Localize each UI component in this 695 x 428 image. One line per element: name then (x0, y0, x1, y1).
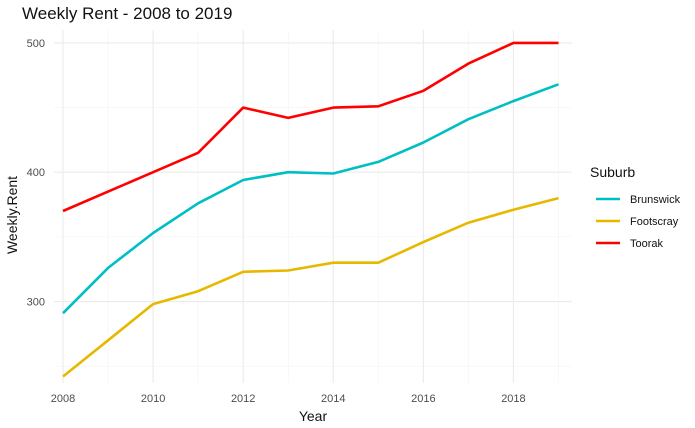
series-line-toorak (62, 41, 559, 213)
major-gridlines (54, 30, 572, 383)
series-line-brunswick (62, 83, 559, 315)
x-tick-label: 2008 (51, 393, 75, 405)
x-axis-title: Year (299, 408, 328, 424)
legend-label-brunswick: Brunswick (630, 194, 681, 206)
x-tick-label: 2010 (141, 393, 165, 405)
y-tick-label: 500 (27, 38, 45, 50)
y-axis-ticks: 300 400 500 (27, 38, 45, 309)
legend-title: Suburb (590, 164, 635, 180)
x-tick-label: 2012 (231, 393, 255, 405)
legend-label-footscray: Footscray (630, 216, 679, 228)
x-tick-label: 2014 (321, 393, 345, 405)
chart-title: Weekly Rent - 2008 to 2019 (22, 4, 232, 23)
y-axis-title: Weekly.Rent (4, 176, 20, 254)
x-tick-label: 2018 (501, 393, 525, 405)
series-line-footscray (62, 196, 559, 378)
legend: Suburb Brunswick Footscray Toorak (590, 164, 681, 250)
x-axis-ticks: 2008 2010 2012 2014 2016 2018 (51, 393, 526, 405)
series-lines (62, 41, 559, 378)
y-tick-label: 300 (27, 297, 45, 309)
minor-gridlines (54, 30, 572, 383)
x-tick-label: 2016 (411, 393, 435, 405)
legend-label-toorak: Toorak (630, 238, 664, 250)
y-tick-label: 400 (27, 167, 45, 179)
